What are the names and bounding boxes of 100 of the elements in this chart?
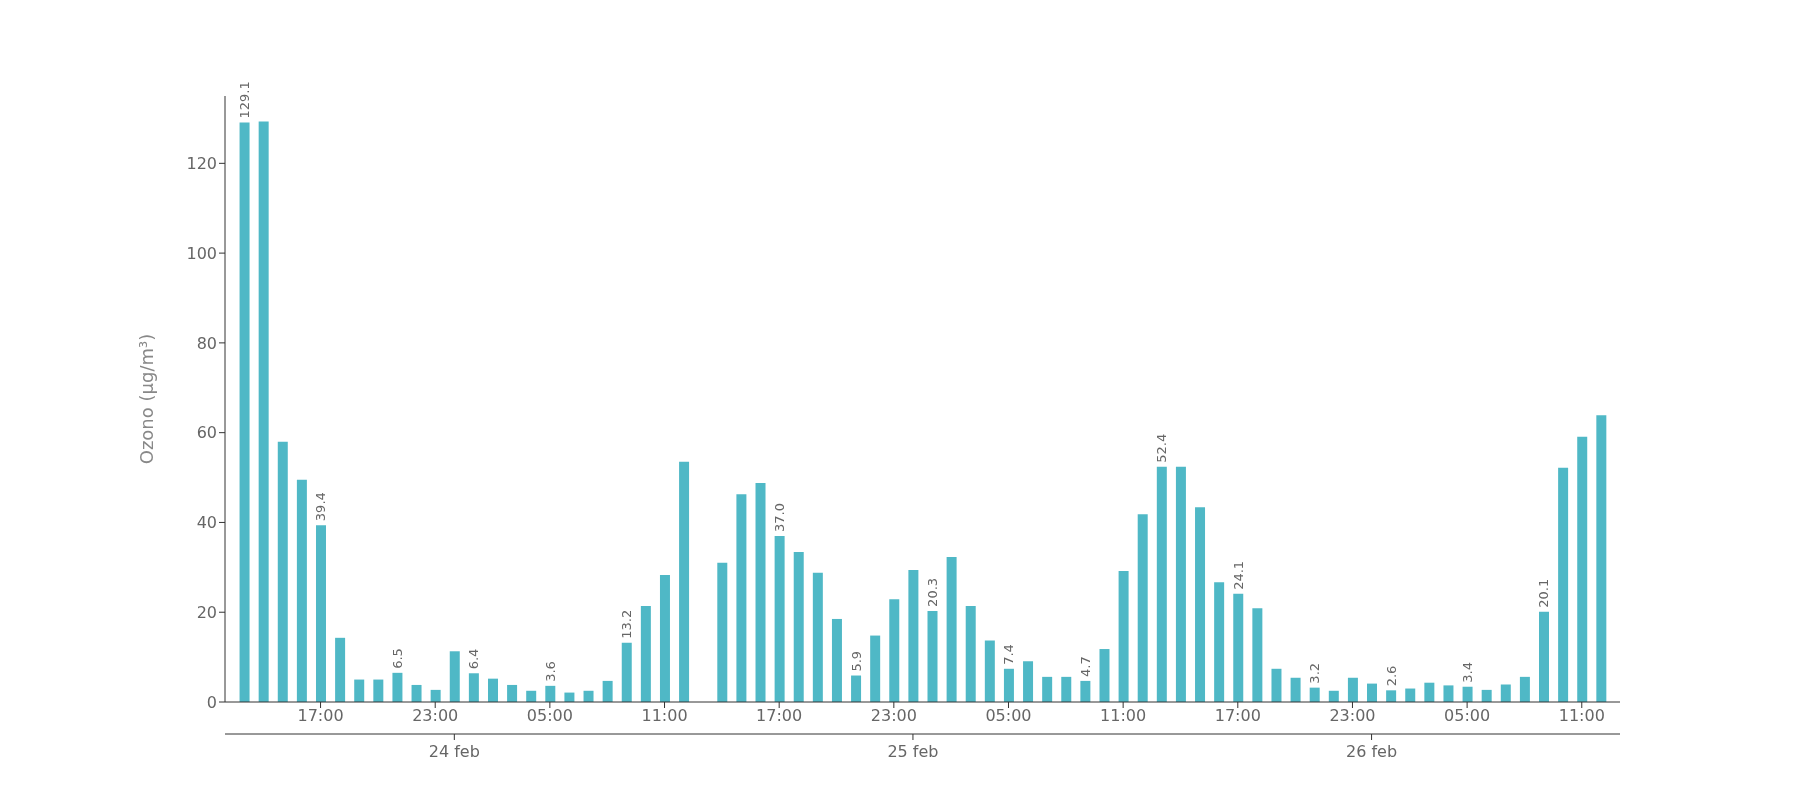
- bar: [1233, 593, 1244, 702]
- bar: [1195, 507, 1206, 702]
- bar: [1443, 685, 1454, 702]
- bar: [889, 599, 900, 702]
- bar: [1558, 467, 1569, 702]
- x-tick-label: 05:00: [985, 706, 1032, 726]
- data-label: 24.1: [1230, 560, 1246, 590]
- y-tick-label: 120: [186, 154, 217, 174]
- data-label: 6.4: [466, 648, 482, 670]
- bar: [468, 673, 479, 702]
- x-tick-label: 11:00: [1100, 706, 1147, 726]
- x-tick-label: 23:00: [1329, 706, 1376, 726]
- bar: [621, 642, 632, 702]
- x-tick-label: 17:00: [1214, 706, 1261, 726]
- y-tick-label: 0: [206, 692, 217, 712]
- data-label: 5.9: [848, 650, 864, 672]
- bar: [315, 525, 326, 702]
- bar: [411, 684, 422, 702]
- data-label: 4.7: [1077, 656, 1093, 677]
- bar: [507, 684, 518, 702]
- bar: [1252, 608, 1263, 702]
- data-label: 7.4: [1001, 644, 1017, 665]
- y-tick-label: 40: [196, 513, 217, 533]
- bar: [545, 685, 556, 702]
- bar: [1290, 677, 1301, 702]
- bar: [430, 689, 441, 702]
- data-label: 20.3: [925, 577, 940, 607]
- bar: [736, 494, 747, 702]
- bar: [717, 562, 728, 702]
- bar: [870, 635, 881, 702]
- y-tick-label: 100: [186, 243, 217, 263]
- bar: [927, 610, 938, 702]
- bar: [1500, 684, 1511, 702]
- bar: [965, 605, 976, 702]
- bar: [277, 441, 288, 702]
- bar: [1175, 466, 1186, 702]
- bar: [1481, 689, 1492, 702]
- x-tick-label: 23:00: [412, 706, 459, 726]
- bar: [1539, 611, 1550, 702]
- x-tick-label: 11:00: [1558, 706, 1605, 726]
- bar: [335, 637, 346, 702]
- bar: [373, 679, 384, 702]
- bar: [1156, 466, 1167, 702]
- bar: [449, 651, 460, 702]
- x-tick-label: 05:00: [1444, 706, 1491, 726]
- bar: [1596, 415, 1607, 702]
- bar: [908, 570, 919, 702]
- bar: [602, 680, 613, 702]
- data-label: 3.2: [1307, 662, 1323, 684]
- x2-tick-label: 26 feb: [1346, 742, 1398, 762]
- data-label: 52.4: [1154, 433, 1170, 463]
- bar: [1023, 661, 1034, 702]
- data-label: 37.0: [772, 502, 788, 532]
- bar: [946, 557, 957, 702]
- bar: [1519, 676, 1530, 702]
- data-label: 13.2: [619, 609, 635, 639]
- data-label: 39.4: [313, 492, 329, 522]
- bar: [239, 122, 250, 702]
- bar: [659, 574, 670, 702]
- bar: [679, 461, 690, 702]
- data-label: 2.6: [1383, 665, 1399, 687]
- x-tick-label: 23:00: [870, 706, 917, 726]
- bar: [1080, 680, 1091, 702]
- x-tick-label: 11:00: [641, 706, 688, 726]
- bar: [1118, 570, 1129, 702]
- bar: [640, 605, 651, 702]
- bar: [487, 678, 498, 702]
- bar: [1347, 677, 1358, 702]
- x-tick-label: 17:00: [756, 706, 803, 726]
- bar: [1042, 676, 1053, 702]
- bar: [851, 675, 862, 702]
- data-label: 3.4: [1460, 662, 1476, 683]
- bar: [296, 479, 307, 702]
- bar: [1386, 690, 1397, 702]
- bar: [1137, 514, 1148, 702]
- x-tick-label: 17:00: [297, 706, 344, 726]
- bar: [984, 640, 995, 702]
- bar: [258, 121, 269, 702]
- bar: [1309, 687, 1320, 702]
- bar: [755, 482, 766, 702]
- bar: [392, 672, 403, 702]
- y-tick-label: 80: [196, 333, 217, 353]
- bar: [1099, 649, 1110, 702]
- bar: [774, 535, 785, 702]
- bar: [1367, 683, 1378, 702]
- bar: [831, 618, 842, 702]
- data-label: 129.1: [237, 81, 253, 119]
- bar: [354, 679, 365, 702]
- bar: [1271, 668, 1282, 702]
- bar: [1214, 582, 1225, 702]
- x-tick-label: 05:00: [526, 706, 573, 726]
- bar: [1424, 682, 1435, 702]
- y-tick-label: 20: [196, 602, 217, 622]
- bar: [1061, 676, 1072, 702]
- bar: [1577, 436, 1588, 702]
- bar: [1003, 668, 1014, 702]
- y-axis-title: Ozono (μg/m³): [136, 333, 157, 465]
- bar: [1462, 686, 1473, 702]
- data-label: 6.5: [389, 648, 405, 669]
- x2-tick-label: 24 feb: [428, 742, 480, 762]
